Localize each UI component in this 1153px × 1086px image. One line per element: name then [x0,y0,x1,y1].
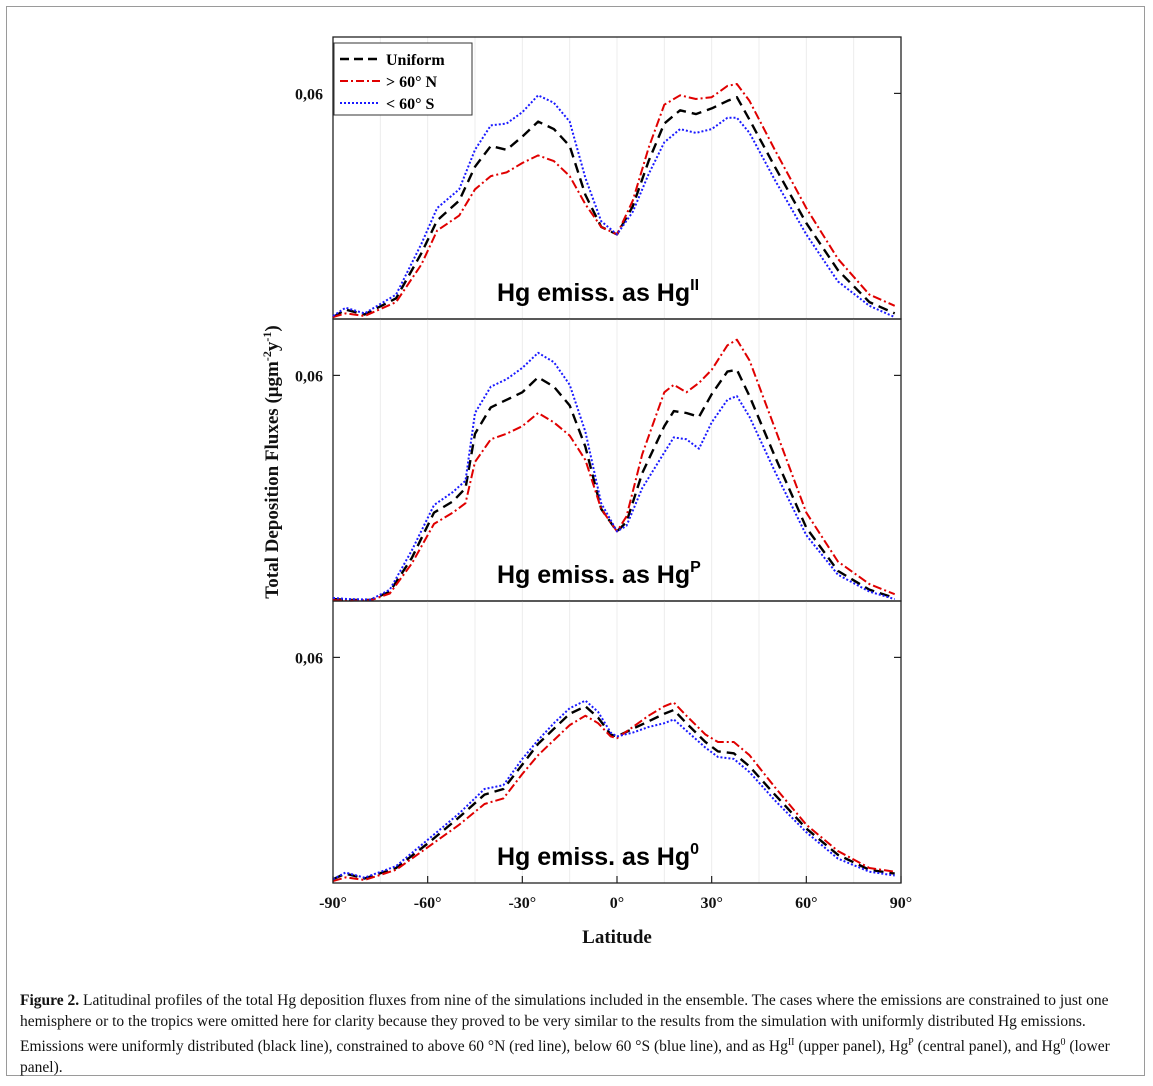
x-tick-label: 60° [795,895,817,912]
y-tick-label: 0,06 [295,368,323,385]
x-tick-label: 90° [890,895,912,912]
series-line-south [332,351,895,601]
x-axis-label: Latitude [582,927,652,948]
caption-text-3: (central panel), and Hg [913,1038,1061,1056]
figure-frame [6,6,1145,1076]
y-axis-label: Total Deposition Fluxes (μgm-2y-1) [260,325,283,598]
panel-label: Hg emiss. as HgP [497,559,701,589]
panel-central: 0,06 Hg emiss. as HgP [295,318,902,602]
legend-label-uniform: Uniform [386,52,445,69]
series-line-north [332,701,895,883]
caption-text-2: (upper panel), Hg [794,1038,909,1056]
y-tick-label: 0,06 [295,86,323,103]
legend-label-north: > 60° N [386,74,438,91]
caption-text-1: Latitudinal profiles of the total Hg dep… [20,992,1109,1056]
y-tick-label: 0,06 [295,650,323,667]
legend-label-south: < 60° S [386,96,435,113]
x-tick-label: 0° [610,895,624,912]
caption-sup-3: 0 [1060,1037,1066,1048]
x-tick-label: 30° [700,895,722,912]
plot-root: 0,06 Hg emiss. as HgII 0,06 Hg emiss. as Hg… [295,36,912,912]
caption-figure-label: Figure 2. [20,992,80,1009]
caption-sup-1: II [787,1037,795,1048]
figure-caption: Figure 2. Latitudinal profiles of the to… [20,990,1135,1078]
panel-label: Hg emiss. as HgII [497,277,699,307]
figure-chart: 0,06 Hg emiss. as HgII 0,06 Hg emiss. as Hg… [260,36,912,948]
panel-lower: 0,06 Hg emiss. as Hg0 -90° -60° -30° 0° 30° 60°… [295,600,912,912]
series-line-north [332,83,896,319]
caption-sup-2: P [908,1037,914,1048]
x-tick-label: -30° [508,895,536,912]
panel-label: Hg emiss. as Hg0 [497,841,699,871]
x-tick-label: -60° [414,895,442,912]
series-line-north [332,338,896,602]
series-line-south [332,699,895,881]
legend: Uniform > 60° N < 60° S [333,42,473,116]
series-line-uniform [332,368,896,602]
x-tick-label: -90° [319,895,347,912]
caption-text-4: (lower panel). [20,1038,1110,1077]
series-line-south [332,94,896,319]
